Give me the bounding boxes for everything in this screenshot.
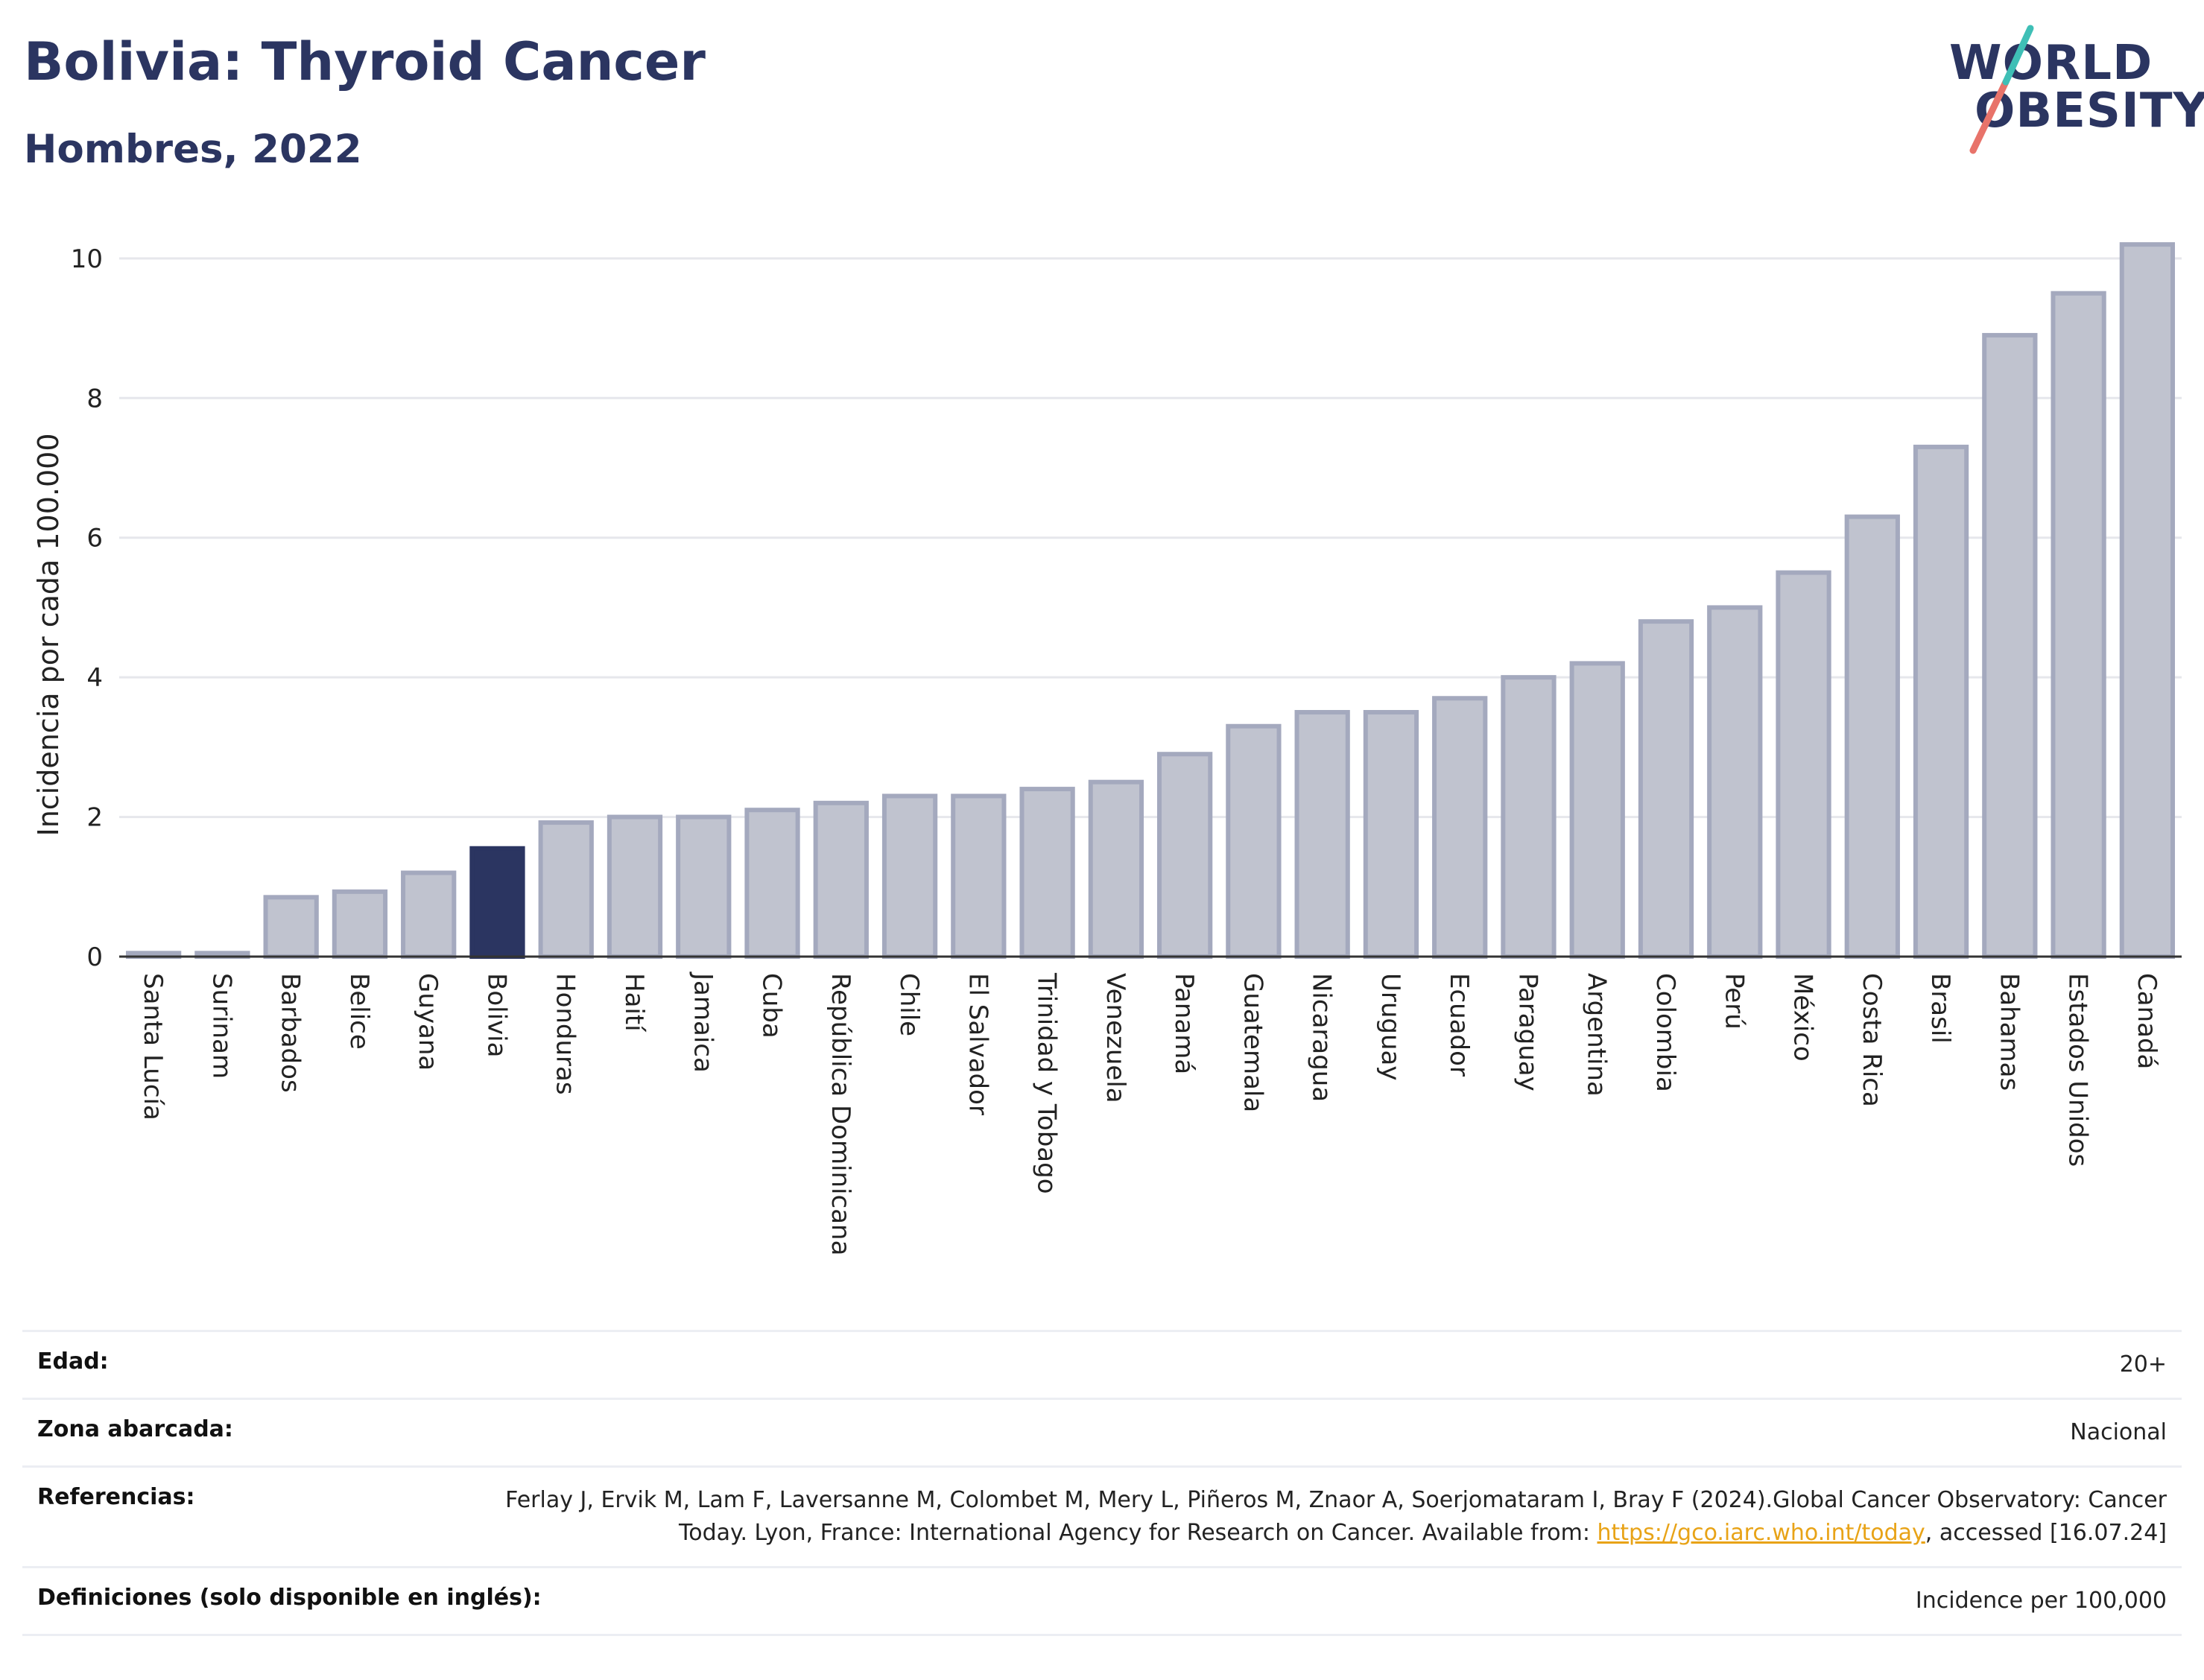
bar xyxy=(469,846,525,959)
x-tick-label: Estados Unidos xyxy=(2063,973,2093,1167)
bar xyxy=(1088,779,1144,960)
meta-ref-link[interactable]: https://gco.iarc.who.int/today xyxy=(1597,1520,1925,1546)
meta-row-definiciones: Definiciones (solo disponible en inglés)… xyxy=(22,1566,2182,1636)
bar-chart: 0 2 4 6 8 10 Incidencia por cada 100.000 Santa … xyxy=(32,242,2182,1255)
bar xyxy=(1776,570,1831,959)
meta-row-edad: Edad: 20+ xyxy=(22,1330,2182,1398)
meta-ref-text-1: Ferlay J, Ervik M, Lam F, Laversanne M, … xyxy=(505,1487,2167,1546)
x-tick-label: Belice xyxy=(344,973,374,1050)
x-tick-label: Chile xyxy=(894,973,924,1036)
bar xyxy=(1844,514,1900,960)
x-tick-label: Nicaragua xyxy=(1307,973,1337,1102)
bar xyxy=(1913,444,1969,959)
bar xyxy=(2119,242,2176,960)
bar xyxy=(1501,675,1557,960)
x-tick-label: República Dominicana xyxy=(826,973,855,1255)
bar xyxy=(2051,291,2106,959)
meta-zona-value: Nacional xyxy=(2070,1419,2167,1445)
meta-edad-label: Edad: xyxy=(37,1348,109,1375)
bar xyxy=(951,793,1007,960)
bar xyxy=(1432,696,1488,959)
bar xyxy=(1638,619,1694,960)
page-title: Bolivia: Thyroid Cancer xyxy=(24,31,706,92)
meta-ref-text-2: , accessed [16.07.24] xyxy=(1925,1520,2167,1546)
bar xyxy=(676,814,732,959)
x-tick-label: Jamaica xyxy=(688,971,718,1073)
y-tick-label: 2 xyxy=(86,803,103,833)
world-obesity-logo: WORLD OBESITY xyxy=(1937,22,2204,156)
bar xyxy=(1363,710,1419,959)
logo-line-1: WORLD xyxy=(1949,36,2153,91)
x-tick-label: Trinidad y Tobago xyxy=(1032,972,1062,1194)
x-tick-label: Honduras xyxy=(551,973,580,1095)
x-tick-label: Barbados xyxy=(276,973,305,1093)
meta-def-value: Incidence per 100,000 xyxy=(1915,1588,2167,1614)
x-tick-label: Colombia xyxy=(1650,973,1680,1092)
x-tick-label: México xyxy=(1788,973,1818,1062)
meta-row-zona: Zona abarcada: Nacional xyxy=(22,1398,2182,1465)
y-tick-label: 6 xyxy=(86,524,103,554)
x-tick-label: Santa Lucía xyxy=(138,973,168,1120)
y-axis-label: Incidencia por cada 100.000 xyxy=(32,433,65,836)
bar xyxy=(1569,661,1625,960)
x-tick-label: Cuba xyxy=(757,973,787,1039)
x-tick-label: Surinam xyxy=(206,973,236,1079)
x-tick-label: Haití xyxy=(619,973,649,1033)
x-tick-label: Argentina xyxy=(1582,973,1612,1097)
x-tick-label: Uruguay xyxy=(1375,973,1405,1081)
bar xyxy=(401,870,457,959)
y-tick-label: 8 xyxy=(86,384,103,413)
bar xyxy=(1226,723,1282,959)
x-tick-label: Brasil xyxy=(1925,973,1955,1044)
x-tick-label: Canadá xyxy=(2132,973,2162,1069)
logo-line-2: OBESITY xyxy=(1975,83,2204,139)
bar xyxy=(538,820,594,959)
logo-slash-icon xyxy=(1969,25,2034,154)
meta-ref-label: Referencias: xyxy=(37,1484,195,1510)
metadata-table: Edad: 20+ Zona abarcada: Nacional Refere… xyxy=(22,1330,2182,1636)
x-tick-label: Bolivia xyxy=(481,973,511,1057)
x-tick-label: Panamá xyxy=(1169,973,1199,1074)
x-tick-label: Paraguay xyxy=(1513,973,1542,1091)
y-tick-label: 4 xyxy=(86,663,103,693)
bar xyxy=(1019,787,1075,959)
meta-def-label: Definiciones (solo disponible en inglés)… xyxy=(37,1585,542,1611)
meta-edad-value: 20+ xyxy=(2119,1351,2167,1378)
x-tick-label: Ecuador xyxy=(1444,973,1474,1077)
x-tick-label: Perú xyxy=(1719,973,1749,1030)
meta-ref-value: Ferlay J, Ervik M, Lam F, Laversanne M, … xyxy=(490,1484,2167,1550)
bar xyxy=(881,793,938,960)
x-tick-label: Bahamas xyxy=(1994,973,2024,1091)
x-tick-label: El Salvador xyxy=(963,973,992,1115)
x-tick-label: Guyana xyxy=(413,973,443,1071)
x-tick-label: Venezuela xyxy=(1101,973,1130,1103)
bar xyxy=(1707,605,1763,960)
y-tick-label: 10 xyxy=(71,244,103,274)
bar xyxy=(1156,752,1213,959)
meta-row-referencias: Referencias: Ferlay J, Ervik M, Lam F, L… xyxy=(22,1465,2182,1566)
y-tick-label: 0 xyxy=(86,942,103,972)
bar xyxy=(263,895,319,959)
bar xyxy=(1294,710,1350,959)
x-tick-label: Guatemala xyxy=(1238,973,1267,1112)
meta-zona-label: Zona abarcada: xyxy=(37,1416,233,1442)
bar xyxy=(607,814,663,959)
bar xyxy=(332,889,388,959)
bar xyxy=(744,808,800,960)
x-tick-label: Costa Rica xyxy=(1857,973,1887,1107)
page-subtitle: Hombres, 2022 xyxy=(24,127,362,172)
bar xyxy=(1982,332,2038,959)
bar xyxy=(813,800,869,959)
